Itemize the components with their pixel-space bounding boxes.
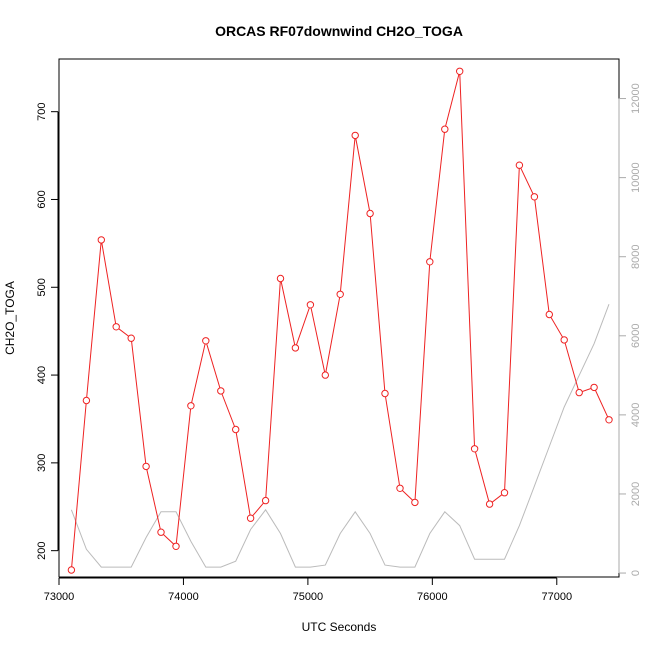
y-tick-label: 700 — [36, 102, 48, 120]
y2-tick-label: 12000 — [630, 83, 642, 114]
data-point — [172, 542, 180, 550]
data-point — [261, 496, 270, 505]
x-tick-label: 73000 — [44, 591, 75, 603]
data-point — [67, 566, 76, 574]
x-tick-label: 74000 — [168, 591, 199, 603]
data-point — [426, 258, 434, 266]
data-point — [187, 402, 195, 410]
y2-tick-label: 4000 — [630, 403, 642, 427]
secondary-series-line — [70, 304, 610, 568]
y2-tick-label: 10000 — [630, 162, 642, 193]
data-point — [157, 528, 165, 536]
data-point — [590, 383, 598, 392]
data-point — [530, 193, 539, 201]
data-point — [321, 371, 329, 379]
x-tick-label: 76000 — [417, 591, 448, 603]
data-point — [545, 310, 553, 319]
y-tick-label: 600 — [36, 190, 48, 208]
y2-tick-label: 2000 — [630, 482, 642, 506]
data-point — [82, 396, 91, 405]
y-tick-label: 500 — [36, 278, 48, 296]
x-tick-label: 75000 — [293, 591, 324, 603]
data-point — [411, 498, 419, 507]
data-point — [500, 489, 509, 497]
data-point — [142, 462, 150, 471]
data-point — [560, 336, 568, 344]
data-point — [336, 290, 344, 298]
primary-series-line — [70, 71, 610, 571]
data-point — [441, 125, 449, 133]
data-point — [127, 334, 135, 342]
y-tick-label: 300 — [36, 454, 48, 472]
data-point — [97, 236, 106, 244]
x-tick-label: 77000 — [541, 591, 572, 603]
data-point — [291, 344, 300, 352]
y2-tick-label: 0 — [630, 570, 642, 576]
data-point — [605, 416, 613, 424]
data-point — [381, 389, 389, 398]
y-axis-right: 0 2000 4000 6000 8000 10000 12000 — [618, 83, 642, 576]
data-point — [366, 209, 374, 218]
data-point — [575, 388, 583, 397]
x-axis: 73000 74000 75000 76000 77000 — [44, 577, 572, 603]
y2-tick-label: 6000 — [630, 324, 642, 348]
data-point — [217, 387, 225, 395]
y-tick-label: 200 — [36, 541, 48, 559]
data-point — [232, 425, 240, 434]
plot-frame — [58, 58, 620, 578]
chart-title: ORCAS RF07downwind CH2O_TOGA — [215, 23, 463, 39]
data-point — [515, 161, 524, 169]
data-point — [246, 514, 255, 522]
data-point — [112, 323, 120, 331]
x-axis-label: UTC Seconds — [302, 620, 377, 634]
y-axis-left: 200 300 400 500 600 700 — [36, 102, 59, 560]
data-point — [456, 67, 464, 76]
data-point — [306, 301, 315, 309]
y-axis-label: CH2O_TOGA — [3, 281, 17, 355]
data-point — [202, 337, 210, 345]
data-point — [351, 131, 359, 140]
data-point — [396, 484, 404, 492]
data-point — [276, 274, 285, 283]
y2-tick-label: 8000 — [630, 244, 642, 268]
y-tick-label: 400 — [36, 366, 48, 384]
series-layer — [67, 67, 613, 574]
data-point — [470, 445, 479, 453]
data-point — [485, 500, 494, 508]
